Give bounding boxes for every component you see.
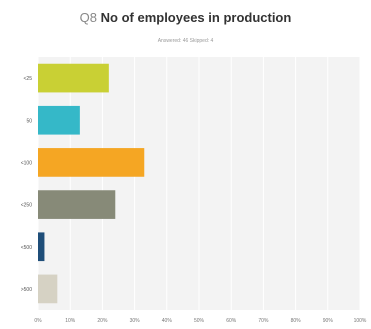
category-label: <500	[21, 245, 32, 251]
x-tick-label: 90%	[323, 318, 334, 324]
question-text: No of employees in production	[100, 10, 292, 25]
x-tick-label: 20%	[97, 318, 108, 324]
category-label: >500	[21, 287, 32, 293]
chart-title: Q8 No of employees in production	[0, 10, 371, 25]
x-tick-label: 30%	[130, 318, 141, 324]
x-tick-label: 10%	[65, 318, 76, 324]
question-number: Q8	[79, 10, 98, 25]
x-tick-label: 60%	[226, 318, 237, 324]
bar	[38, 274, 58, 304]
x-tick-label: 100%	[354, 318, 367, 324]
x-tick-label: 50%	[194, 318, 205, 324]
category-label: 50	[26, 118, 32, 124]
category-label: <250	[21, 203, 32, 209]
bar	[38, 148, 145, 177]
category-label: <100	[21, 160, 32, 166]
x-tick-label: 80%	[291, 318, 302, 324]
bar	[38, 105, 80, 135]
category-label: <25	[24, 76, 33, 82]
bar	[38, 63, 109, 93]
bar	[38, 190, 116, 219]
x-tick-label: 40%	[162, 318, 173, 324]
response-summary: Answered: 46 Skipped: 4	[157, 38, 214, 44]
x-tick-label: 0%	[34, 318, 42, 324]
x-tick-label: 70%	[258, 318, 269, 324]
bar	[38, 232, 45, 262]
